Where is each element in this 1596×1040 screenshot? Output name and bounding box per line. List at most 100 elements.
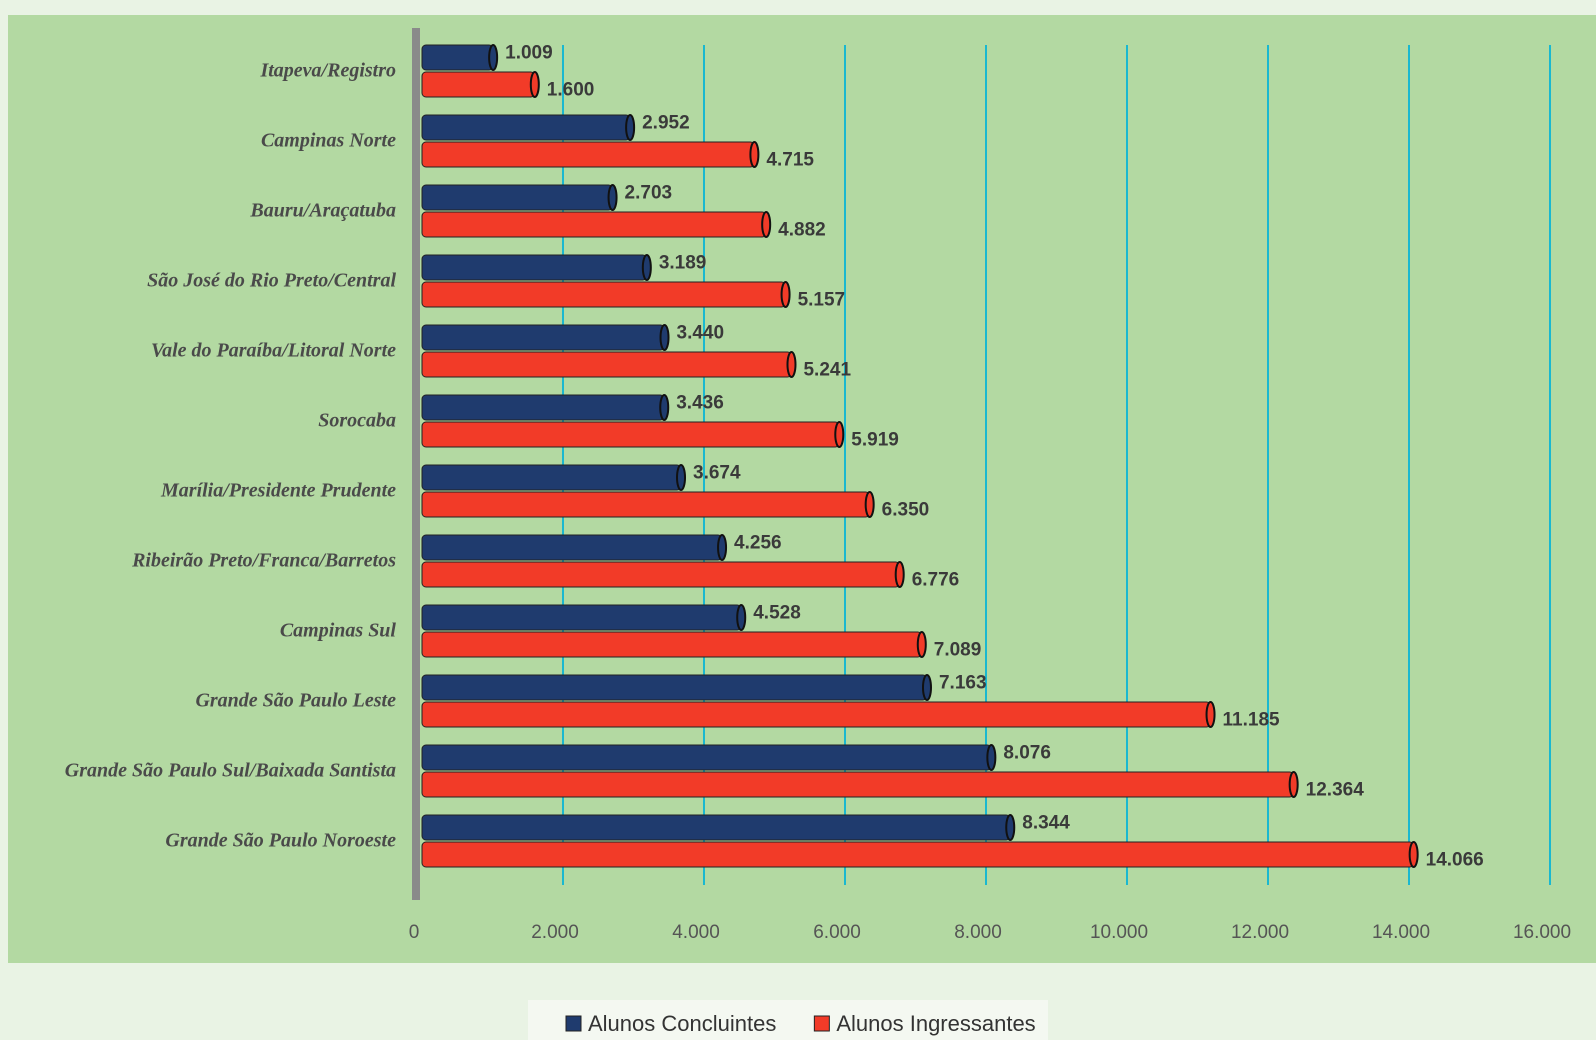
value-label: 8.076 — [1003, 743, 1051, 764]
value-label: 4.882 — [778, 220, 826, 241]
value-label: 3.189 — [659, 253, 707, 274]
bar — [421, 141, 755, 168]
bar — [421, 841, 1415, 868]
value-label: 8.344 — [1022, 813, 1070, 834]
value-label: 5.241 — [803, 360, 851, 381]
bar-cap — [659, 394, 670, 421]
category-label: Bauru/Araçatuba — [249, 200, 396, 222]
value-label: 6.776 — [912, 570, 960, 591]
bar-cap — [749, 141, 760, 168]
value-label: 2.703 — [625, 183, 673, 204]
category-label: Ribeirão Preto/Franca/Barretos — [131, 550, 396, 572]
category-label: Marília/Presidente Prudente — [160, 480, 396, 502]
category-label: Vale do Paraíba/Litoral Norte — [151, 340, 396, 362]
bar-cap — [864, 491, 875, 518]
category-label: Grande São Paulo Leste — [195, 690, 396, 712]
bar-cap — [916, 631, 927, 658]
bar — [421, 464, 682, 491]
category-label: São José do Rio Preto/Central — [147, 270, 396, 292]
bar — [421, 184, 614, 211]
bar — [421, 491, 871, 518]
bar — [421, 71, 536, 98]
bar — [421, 814, 1011, 841]
bar — [421, 771, 1295, 798]
bar-cap — [894, 561, 905, 588]
bar — [421, 421, 840, 448]
bar — [421, 674, 928, 701]
x-tick-label: 8.000 — [954, 922, 1002, 943]
value-label: 4.528 — [753, 603, 801, 624]
bar-cap — [1005, 814, 1016, 841]
legend-box — [528, 1000, 1048, 1040]
bar-cap — [834, 421, 845, 448]
category-label: Campinas Norte — [261, 130, 396, 152]
x-tick-label: 0 — [409, 922, 420, 943]
bar — [421, 534, 723, 561]
plot-background — [8, 15, 1596, 963]
bar — [421, 604, 742, 631]
x-tick-label: 6.000 — [813, 922, 861, 943]
legend-swatch — [813, 1015, 830, 1032]
x-tick-label: 4.000 — [672, 922, 720, 943]
bar-cap — [921, 674, 932, 701]
x-tick-label: 10.000 — [1090, 922, 1148, 943]
legend-swatch — [565, 1015, 582, 1032]
bar-cap — [780, 281, 791, 308]
bar-cap — [1205, 701, 1216, 728]
value-label: 3.674 — [693, 463, 741, 484]
bar-cap — [986, 744, 997, 771]
bar-cap — [488, 44, 499, 71]
bar — [421, 211, 767, 238]
category-label: Itapeva/Registro — [259, 60, 396, 82]
bar-cap — [607, 184, 618, 211]
value-label: 3.440 — [677, 323, 725, 344]
value-label: 1.600 — [547, 80, 595, 101]
x-tick-label: 16.000 — [1513, 922, 1571, 943]
bar — [421, 324, 666, 351]
value-label: 7.089 — [934, 640, 982, 661]
value-label: 14.066 — [1426, 850, 1484, 871]
axis-wall — [412, 28, 420, 900]
legend-label: Alunos Ingressantes — [836, 1011, 1035, 1036]
bar-cap — [1288, 771, 1299, 798]
bar — [421, 114, 631, 141]
bar — [421, 701, 1212, 728]
value-label: 11.185 — [1223, 710, 1280, 731]
value-label: 6.350 — [882, 500, 930, 521]
x-tick-label: 14.000 — [1372, 922, 1430, 943]
category-label: Sorocaba — [318, 410, 396, 432]
legend-label: Alunos Concluintes — [588, 1011, 776, 1036]
bar — [421, 744, 992, 771]
bar — [421, 254, 648, 281]
value-label: 1.009 — [505, 43, 553, 64]
bar-cap — [786, 351, 797, 378]
bar — [421, 281, 787, 308]
value-label: 2.952 — [642, 113, 690, 134]
bar-cap — [717, 534, 728, 561]
bar — [421, 44, 494, 71]
bar-cap — [736, 604, 747, 631]
bar-cap — [641, 254, 652, 281]
bar — [421, 351, 792, 378]
x-tick-label: 12.000 — [1231, 922, 1289, 943]
value-label: 3.436 — [676, 393, 724, 414]
bar — [421, 394, 665, 421]
value-label: 12.364 — [1306, 780, 1365, 801]
bar-cap — [659, 324, 670, 351]
value-label: 5.919 — [851, 430, 899, 451]
bar-cap — [529, 71, 540, 98]
value-label: 4.256 — [734, 533, 782, 554]
value-label: 4.715 — [766, 150, 814, 171]
bar-cap — [625, 114, 636, 141]
bar — [421, 561, 901, 588]
value-label: 5.157 — [798, 290, 846, 311]
category-label: Grande São Paulo Noroeste — [165, 830, 396, 852]
bar-cap — [1408, 841, 1419, 868]
bar-cap — [676, 464, 687, 491]
bar-cap — [761, 211, 772, 238]
category-label: Campinas Sul — [280, 620, 397, 642]
bar — [421, 631, 923, 658]
category-label: Grande São Paulo Sul/Baixada Santista — [65, 760, 396, 782]
value-label: 7.163 — [939, 673, 987, 694]
